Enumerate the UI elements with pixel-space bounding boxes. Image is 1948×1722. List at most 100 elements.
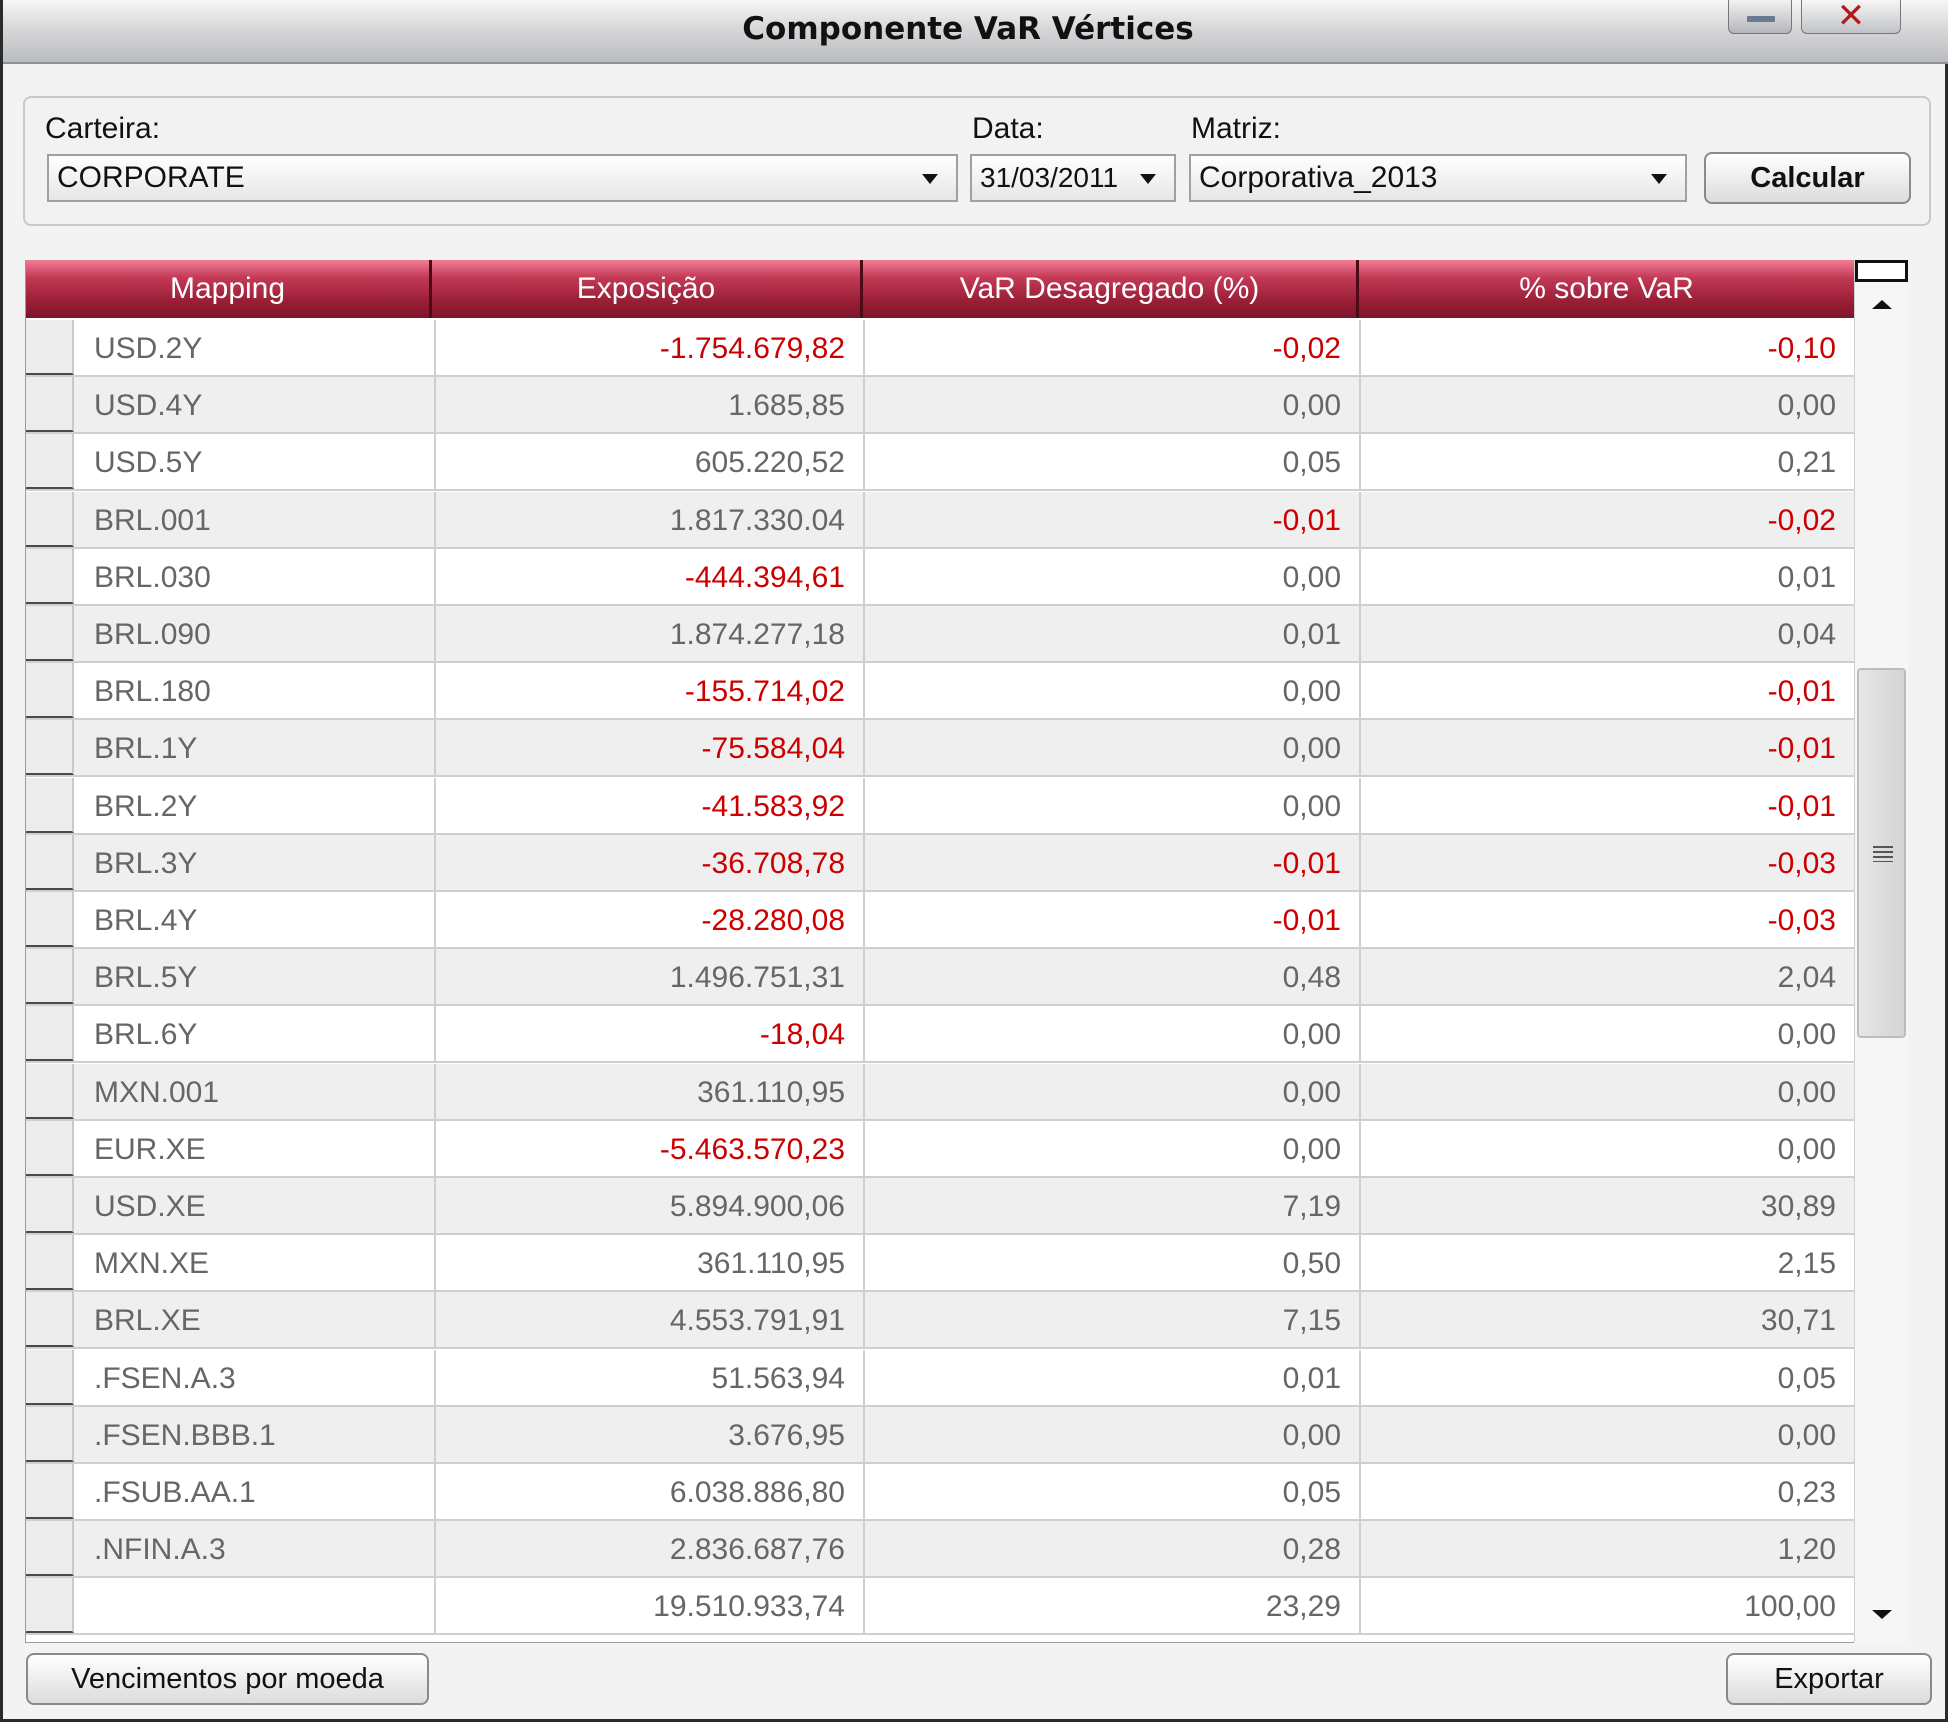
table-row[interactable]: .FSEN.A.3 51.563,94 0,01 0,05 <box>26 1349 1854 1407</box>
cell-mapping: BRL.6Y <box>76 1006 436 1062</box>
vencimentos-button[interactable]: Vencimentos por moeda <box>26 1653 429 1705</box>
row-header[interactable] <box>26 491 74 547</box>
arrow-down-icon[interactable] <box>1872 1610 1892 1619</box>
scrollbar-thumb[interactable] <box>1857 668 1906 1038</box>
header-var-desagregado[interactable]: VaR Desagregado (%) <box>863 260 1359 318</box>
cell-pct-sobre-var: 0,01 <box>1777 560 1836 594</box>
close-icon: ✕ <box>1836 0 1866 36</box>
row-header[interactable] <box>26 1521 74 1577</box>
cell-var-desagregado: 0,01 <box>865 606 1361 661</box>
table-row[interactable]: USD.2Y -1.754.679,82 -0,02 -0,10 <box>26 320 1854 377</box>
cell-mapping: .FSEN.BBB.1 <box>76 1406 436 1462</box>
row-header[interactable] <box>26 949 74 1005</box>
grid-header: Mapping Exposição VaR Desagregado (%) % … <box>26 260 1854 318</box>
header-pct-sobre-var[interactable]: % sobre VaR <box>1359 260 1854 318</box>
row-header[interactable] <box>26 1178 74 1233</box>
arrow-up-icon[interactable] <box>1872 300 1892 309</box>
cell-pct-sobre-var: 0,00 <box>1777 1018 1836 1052</box>
row-header[interactable] <box>26 1120 74 1176</box>
cell-pct-sobre-var: 0,23 <box>1777 1476 1836 1509</box>
cell-pct-sobre-var: 2,15 <box>1777 1247 1836 1281</box>
table-row[interactable]: BRL.4Y -28.280,08 -0,01 -0,03 <box>26 892 1854 949</box>
header-exposicao[interactable]: Exposição <box>432 260 863 318</box>
table-row[interactable]: BRL.1Y -75.584,04 0,00 -0,01 <box>26 720 1854 778</box>
cell-var-desagregado: 0,00 <box>865 1406 1361 1462</box>
minimize-button[interactable] <box>1728 0 1792 34</box>
table-row[interactable]: BRL.180 -155.714,02 0,00 -0,01 <box>26 663 1854 721</box>
cell-exposicao: 1.874.277,18 <box>436 606 865 661</box>
cell-pct-sobre-var: 0,00 <box>1777 1132 1836 1166</box>
row-header[interactable] <box>26 606 74 661</box>
window-title: Componente VaR Vértices <box>742 11 1194 47</box>
data-label: Data: <box>972 112 1044 145</box>
row-header[interactable] <box>26 377 74 433</box>
row-header[interactable] <box>26 1063 74 1119</box>
cell-pct-sobre-var: 100,00 <box>1744 1590 1836 1624</box>
table-row[interactable]: BRL.2Y -41.583,92 0,00 -0,01 <box>26 777 1854 835</box>
row-header[interactable] <box>26 1578 74 1634</box>
cell-mapping: BRL.001 <box>76 491 436 547</box>
table-row[interactable]: MXN.XE 361.110,95 0,50 2,15 <box>26 1235 1854 1293</box>
calcular-button[interactable]: Calcular <box>1704 152 1911 204</box>
cell-var-desagregado: -0,01 <box>865 834 1361 890</box>
close-button[interactable]: ✕ <box>1801 0 1901 36</box>
grip-icon <box>1873 846 1893 862</box>
cell-mapping: MXN.XE <box>76 1235 436 1291</box>
chevron-down-icon <box>922 174 938 184</box>
table-row[interactable]: BRL.030 -444.394,61 0,00 0,01 <box>26 548 1854 606</box>
carteira-dropdown[interactable]: CORPORATE <box>47 154 958 202</box>
table-row[interactable]: BRL.6Y -18,04 0,00 0,00 <box>26 1006 1854 1064</box>
row-header[interactable] <box>26 548 74 604</box>
table-row[interactable]: .FSEN.BBB.1 3.676,95 0,00 0,00 <box>26 1406 1854 1464</box>
table-row[interactable]: .FSUB.AA.1 6.038.886,80 0,05 0,23 <box>26 1464 1854 1521</box>
row-header[interactable] <box>26 320 74 375</box>
cell-var-desagregado: 0,00 <box>865 777 1361 833</box>
row-header[interactable] <box>26 834 74 890</box>
data-value: 31/03/2011 <box>980 162 1119 193</box>
table-row[interactable]: USD.4Y 1.685,85 0,00 0,00 <box>26 377 1854 435</box>
row-header[interactable] <box>26 1235 74 1291</box>
row-header[interactable] <box>26 892 74 947</box>
exportar-button[interactable]: Exportar <box>1726 1653 1932 1705</box>
cell-pct-sobre-var: -0,03 <box>1767 904 1836 937</box>
cell-mapping: USD.4Y <box>76 377 436 433</box>
cell-mapping: BRL.5Y <box>76 949 436 1005</box>
table-row[interactable]: EUR.XE -5.463.570,23 0,00 0,00 <box>26 1120 1854 1178</box>
table-row[interactable]: .NFIN.A.3 2.836.687,76 0,28 1,20 <box>26 1521 1854 1579</box>
table-row[interactable]: BRL.3Y -36.708,78 -0,01 -0,03 <box>26 834 1854 892</box>
cell-var-desagregado: 0,48 <box>865 949 1361 1005</box>
cell-mapping: USD.XE <box>76 1178 436 1233</box>
table-row[interactable]: MXN.001 361.110,95 0,00 0,00 <box>26 1063 1854 1121</box>
row-header[interactable] <box>26 1406 74 1462</box>
row-header[interactable] <box>26 1292 74 1348</box>
cell-pct-sobre-var: -0,01 <box>1767 675 1836 709</box>
header-mapping[interactable]: Mapping <box>26 260 432 318</box>
table-row[interactable]: USD.5Y 605.220,52 0,05 0,21 <box>26 434 1854 492</box>
data-dropdown[interactable]: 31/03/2011 <box>970 154 1176 202</box>
row-header[interactable] <box>26 1349 74 1405</box>
row-header[interactable] <box>26 663 74 719</box>
cell-mapping: BRL.180 <box>76 663 436 719</box>
table-row[interactable]: BRL.5Y 1.496.751,31 0,48 2,04 <box>26 949 1854 1007</box>
cell-var-desagregado: 0,05 <box>865 434 1361 490</box>
table-row[interactable]: BRL.XE 4.553.791,91 7,15 30,71 <box>26 1292 1854 1350</box>
table-row[interactable]: USD.XE 5.894.900,06 7,19 30,89 <box>26 1178 1854 1235</box>
data-grid: Mapping Exposição VaR Desagregado (%) % … <box>25 260 1854 1643</box>
row-header[interactable] <box>26 1464 74 1519</box>
table-row[interactable]: BRL.090 1.874.277,18 0,01 0,04 <box>26 606 1854 663</box>
row-header[interactable] <box>26 434 74 490</box>
cell-exposicao: 4.553.791,91 <box>436 1292 865 1348</box>
cell-mapping: BRL.3Y <box>76 834 436 890</box>
vertical-scrollbar[interactable] <box>1854 260 1908 1642</box>
row-header[interactable] <box>26 720 74 776</box>
cell-mapping: BRL.4Y <box>76 892 436 947</box>
row-header[interactable] <box>26 1006 74 1062</box>
cell-var-desagregado: 0,00 <box>865 377 1361 433</box>
matriz-dropdown[interactable]: Corporativa_2013 <box>1189 154 1687 202</box>
table-row[interactable]: BRL.001 1.817.330.04 -0,01 -0,02 <box>26 491 1854 549</box>
cell-var-desagregado: -0,02 <box>865 320 1361 375</box>
row-header[interactable] <box>26 777 74 833</box>
cell-var-desagregado: 0,00 <box>865 720 1361 776</box>
table-row-total[interactable]: 19.510.933,74 23,29 100,00 <box>26 1578 1854 1636</box>
